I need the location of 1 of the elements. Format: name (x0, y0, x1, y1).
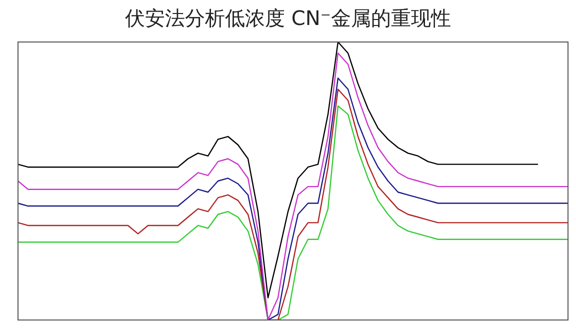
chart-title: 伏安法分析低浓度 CN⁻金属的重现性 (124, 5, 452, 32)
